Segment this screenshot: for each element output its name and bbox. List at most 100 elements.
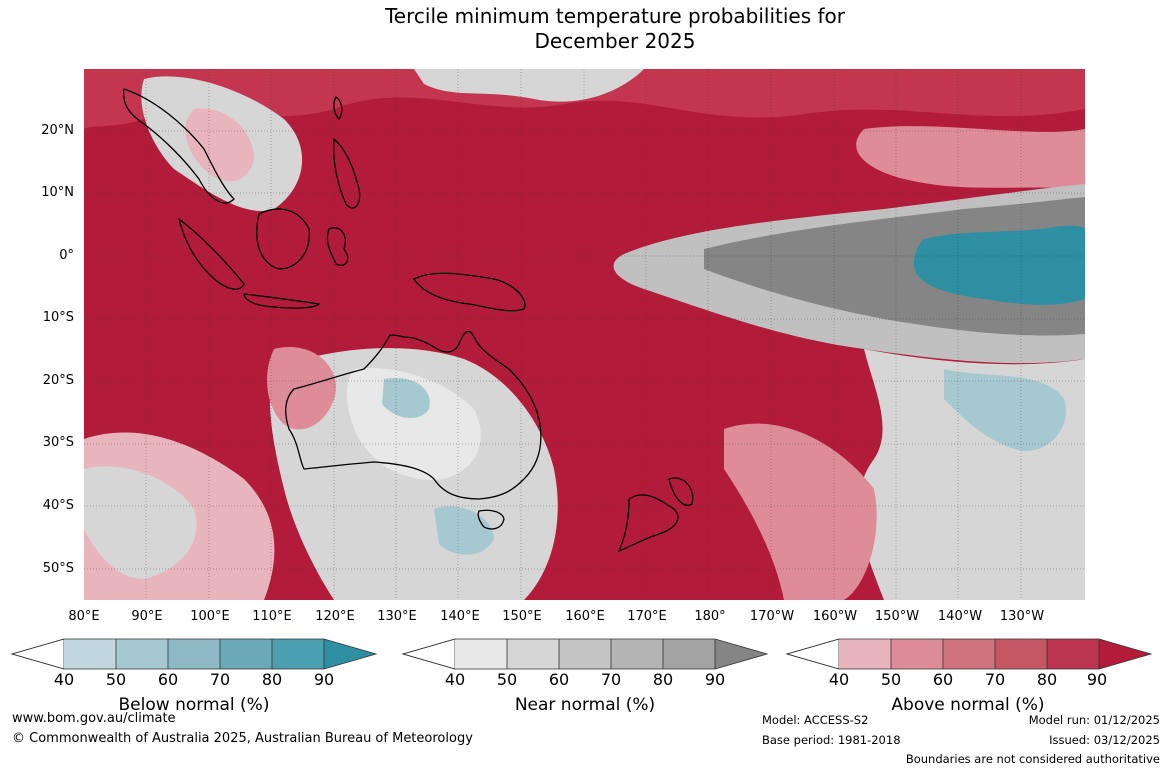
lon-label-90e: 90°E <box>131 609 163 624</box>
australia-coastline <box>285 330 542 500</box>
lat-label-10s: 10°S <box>42 310 74 325</box>
colorbar-below-bin-40 <box>64 639 116 669</box>
lon-label-110e: 110°E <box>252 609 292 624</box>
lon-label-150w: 150°W <box>874 609 920 624</box>
near-normal-90-region-equatorial <box>704 197 1085 336</box>
model-run-text: Model run: 01/12/2025 <box>1028 713 1160 727</box>
new-zealand-coastline <box>618 477 694 552</box>
new-guinea-coastline <box>413 272 526 312</box>
probability-map <box>84 69 1085 600</box>
colorbar-near-extend-high <box>715 639 767 669</box>
colorbar-near-bin-70 <box>611 639 663 669</box>
lon-label-120e: 120°E <box>315 609 355 624</box>
map-canvas <box>84 69 1085 600</box>
java-coastline <box>243 293 320 309</box>
near-normal-50-region-southwest <box>84 466 197 579</box>
near-normal-region-north <box>414 69 644 102</box>
philippines-coastline <box>333 138 361 209</box>
taiwan-coastline <box>333 96 343 120</box>
colorbar-near-tick-70: 70 <box>600 670 622 689</box>
colorbar-above-bin-80 <box>1047 639 1099 669</box>
colorbar-below-bin-60 <box>168 639 220 669</box>
colorbar-below-label: Below normal (%) <box>118 695 270 715</box>
colorbar-below-extend-high <box>324 639 376 669</box>
colorbar-near-bin-40 <box>455 639 507 669</box>
colorbar-below-tick-60: 60 <box>157 670 179 689</box>
below-normal-90-region-equatorial <box>914 225 1085 305</box>
colorbar-above-bin-60 <box>943 639 995 669</box>
colorbar-near-bin-80 <box>663 639 715 669</box>
lon-label-130e: 130°E <box>377 609 417 624</box>
colorbar-above-tick-80: 80 <box>1036 670 1058 689</box>
indochina-coastline <box>123 88 235 204</box>
below-normal-60-region-southeast <box>944 369 1066 451</box>
colorbar-near-tick-50: 50 <box>496 670 518 689</box>
colorbar-below-normal <box>10 638 378 670</box>
colorbar-below-tick-50: 50 <box>105 670 127 689</box>
colorbar-below-bin-70 <box>220 639 272 669</box>
lon-label-180: 180° <box>694 609 726 624</box>
lon-label-140e: 140°E <box>440 609 480 624</box>
colorbar-above-label: Above normal (%) <box>891 695 1045 715</box>
lat-label-0: 0° <box>59 248 74 263</box>
lon-label-160e: 160°E <box>565 609 605 624</box>
colorbar-below-bin-50 <box>116 639 168 669</box>
lon-label-130w: 130°W <box>999 609 1045 624</box>
below-normal-60-region-australia <box>382 378 430 419</box>
colorbar-above-tick-50: 50 <box>880 670 902 689</box>
colorbar-above-normal <box>785 638 1153 670</box>
colorbar-above-extend-low <box>785 638 840 670</box>
tasmania-coastline <box>477 509 505 530</box>
colorbar-below-tick-70: 70 <box>209 670 231 689</box>
map-title: Tercile minimum temperature probabilitie… <box>0 4 1173 54</box>
colorbar-near-tick-80: 80 <box>652 670 674 689</box>
model-text: Model: ACCESS-S2 <box>762 713 869 727</box>
colorbar-below-tick-80: 80 <box>261 670 283 689</box>
above-normal-60-region-southeast <box>724 423 877 600</box>
colorbar-below-extend-low <box>10 638 65 670</box>
colorbar-near-normal <box>401 638 769 670</box>
copyright-text: © Commonwealth of Australia 2025, Austra… <box>12 731 473 746</box>
colorbar-above-tick-60: 60 <box>932 670 954 689</box>
base-period-text: Base period: 1981-2018 <box>762 733 901 747</box>
colorbar-above-bin-40 <box>839 639 891 669</box>
lat-label-40s: 40°S <box>42 498 74 513</box>
colorbar-above-bin-50 <box>891 639 943 669</box>
lon-label-80e: 80°E <box>68 609 100 624</box>
issued-text: Issued: 03/12/2025 <box>1049 733 1160 747</box>
colorbar-below-tick-90: 90 <box>313 670 335 689</box>
colorbar-above-tick-70: 70 <box>984 670 1006 689</box>
colorbar-near-tick-60: 60 <box>548 670 570 689</box>
map-gridlines <box>84 69 1085 600</box>
above-normal-50-region-indochina <box>185 108 254 182</box>
map-title-line2: December 2025 <box>534 29 696 53</box>
above-normal-60-region-pacific <box>856 126 1085 189</box>
lat-label-20n: 20°N <box>41 123 74 138</box>
lon-label-160w: 160°W <box>812 609 858 624</box>
lat-label-10n: 10°N <box>41 185 74 200</box>
website-link[interactable]: www.bom.gov.au/climate <box>12 711 176 726</box>
colorbar-above-tick-90: 90 <box>1086 670 1108 689</box>
lon-label-170e: 170°E <box>627 609 667 624</box>
coastlines <box>123 88 694 552</box>
colorbar-above-extend-high <box>1099 639 1151 669</box>
colorbar-below-bin-80 <box>272 639 324 669</box>
lon-label-140w: 140°W <box>937 609 983 624</box>
lon-label-170w: 170°W <box>749 609 795 624</box>
borneo-coastline <box>256 208 311 270</box>
colorbar-near-label: Near normal (%) <box>514 695 656 715</box>
colorbar-near-bin-50 <box>507 639 559 669</box>
colorbar-near-tick-90: 90 <box>704 670 726 689</box>
near-normal-40-region-australia <box>346 368 481 480</box>
lat-label-50s: 50°S <box>42 561 74 576</box>
sumatra-coastline <box>178 218 245 290</box>
disclaimer-text: Boundaries are not considered authoritat… <box>905 752 1160 766</box>
colorbar-near-tick-40: 40 <box>444 670 466 689</box>
colorbar-above-tick-40: 40 <box>828 670 850 689</box>
colorbar-near-extend-low <box>401 638 456 670</box>
map-title-line1: Tercile minimum temperature probabilitie… <box>384 4 846 28</box>
lon-label-100e: 100°E <box>190 609 230 624</box>
above-normal-60-region-west-australia <box>267 347 336 430</box>
colorbar-near-bin-60 <box>559 639 611 669</box>
lon-label-150e: 150°E <box>502 609 542 624</box>
